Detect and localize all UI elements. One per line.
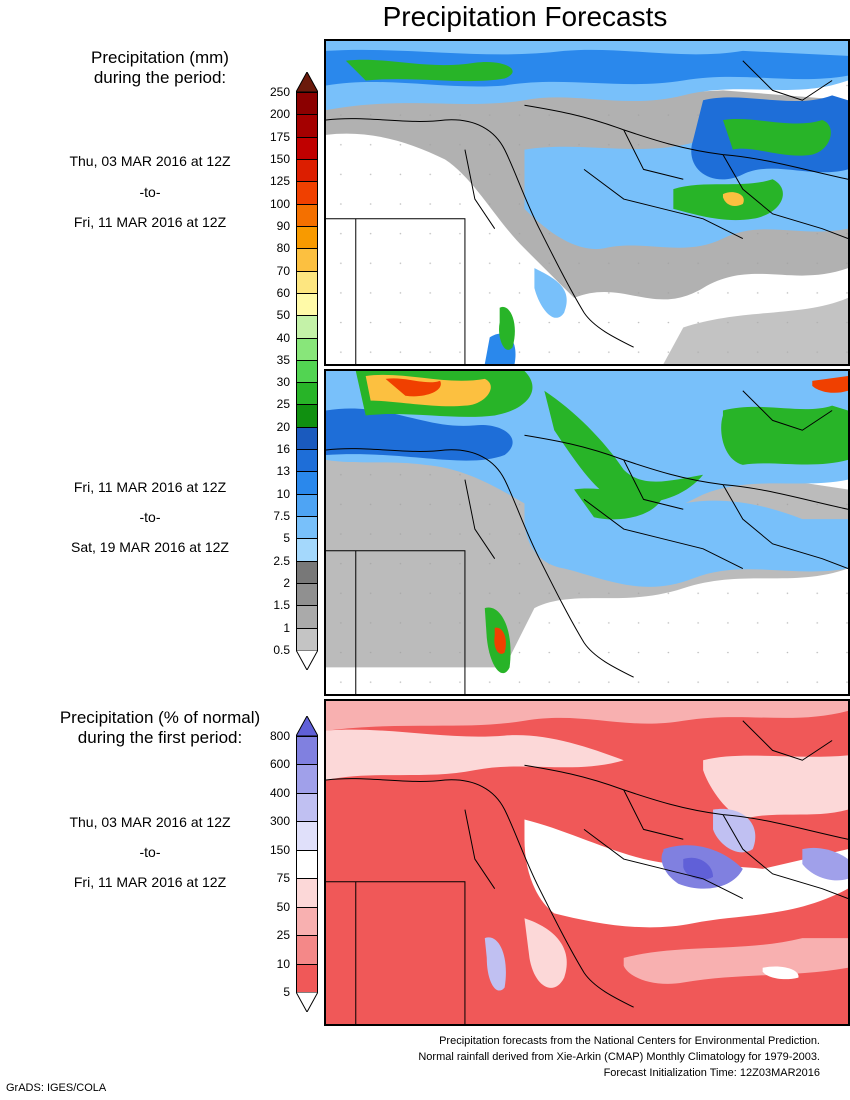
period1-start: Thu, 03 MAR 2016 at 12Z [69,153,231,169]
amount-colorbar-tick-label: 0.5 [273,643,290,657]
amount-colorbar-swatch [296,92,318,116]
amount-colorbar-swatch [296,583,318,607]
amount-heading-line2: during the period: [93,68,227,87]
credit: GrADS: IGES/COLA [6,1082,107,1094]
percent-colorbar-swatch [296,878,318,908]
percent-normal-map [324,699,850,1026]
percent-colorbar-swatch [296,736,318,766]
amount-colorbar [296,72,318,670]
percent-colorbar-swatch [296,963,318,993]
amount-colorbar-tick-label: 50 [276,308,290,323]
amount-colorbar-bottom-arrow [296,650,318,670]
amount-colorbar-tick-label: 35 [276,352,290,367]
amount-colorbar-swatch [296,248,318,272]
percent-heading-line2: during the first period: [77,728,243,747]
amount-colorbar-tick-label: 2.5 [273,553,290,568]
percent-heading: Precipitation (% of normal) during the f… [30,708,290,748]
percent-colorbar-swatch [296,935,318,965]
precip-map-period2 [324,369,850,696]
percent-colorbar-swatch [296,764,318,794]
amount-colorbar-swatch [296,404,318,428]
amount-colorbar-swatch [296,493,318,518]
amount-colorbar-swatch [296,560,318,585]
period1-end: Fri, 11 MAR 2016 at 12Z [73,214,227,230]
amount-colorbar-tick-label: 200 [269,107,290,122]
amount-colorbar-swatch [296,270,318,294]
percent-colorbar-tick-label: 150 [269,842,290,857]
amount-colorbar-tick-label: 13 [276,464,290,479]
amount-colorbar-tick-label: 1 [283,620,290,635]
percent-colorbar-tick-label: 800 [269,729,290,743]
period3-sep: -to- [139,844,161,860]
amount-colorbar-tick-label: 1.5 [273,598,290,613]
amount-colorbar-tick-label: 7.5 [273,509,290,524]
amount-colorbar-tick-label: 250 [269,85,290,99]
percent-colorbar-tick-label: 50 [276,899,290,914]
percent-colorbar-tick-label: 5 [283,985,290,999]
amount-colorbar-tick-label: 40 [276,330,290,345]
amount-colorbar-swatch [296,605,318,629]
amount-colorbar-swatch [296,337,318,361]
amount-colorbar-swatch [296,158,318,183]
amount-colorbar-swatch [296,136,318,160]
percent-colorbar-tick-label: 10 [276,956,290,971]
footer-line2: Normal rainfall derived from Xie-Arkin (… [418,1051,820,1063]
percent-colorbar-tick-label: 600 [269,757,290,772]
amount-colorbar-tick-label: 100 [269,196,290,211]
amount-colorbar-swatch [296,181,318,205]
amount-colorbar-swatch [296,114,318,138]
amount-colorbar-tick-label: 60 [276,285,290,300]
amount-colorbar-swatch [296,225,318,250]
amount-colorbar-top-arrow [296,72,318,92]
amount-colorbar-tick-label: 90 [276,218,290,233]
amount-colorbar-tick-label: 10 [276,486,290,501]
percent-colorbar-bottom-arrow [296,992,318,1012]
amount-heading-line1: Precipitation (mm) [91,48,229,67]
period2-sep: -to- [139,509,161,525]
percent-colorbar-swatch [296,906,318,937]
amount-colorbar-tick-label: 20 [276,419,290,434]
page-title: Precipitation Forecasts [382,1,668,32]
amount-colorbar-swatch [296,471,318,495]
amount-colorbar-swatch [296,382,318,406]
percent-colorbar-tick-label: 25 [276,928,290,943]
period2-start: Fri, 11 MAR 2016 at 12Z [73,479,227,495]
percent-colorbar-tick-label: 75 [276,871,290,886]
footer-line1: Precipitation forecasts from the Nationa… [439,1035,820,1047]
amount-colorbar-swatch [296,359,318,384]
amount-colorbar-tick-label: 175 [269,129,290,144]
percent-colorbar-swatch [296,849,318,880]
amount-colorbar-swatch [296,426,318,451]
percent-colorbar [296,716,318,1012]
amount-colorbar-tick-label: 80 [276,241,290,256]
period2-end: Sat, 19 MAR 2016 at 12Z [71,539,229,555]
amount-colorbar-tick-label: 5 [283,531,290,546]
percent-colorbar-tick-label: 400 [269,785,290,800]
amount-colorbar-swatch [296,203,318,227]
amount-colorbar-tick-label: 25 [276,397,290,412]
amount-colorbar-tick-label: 70 [276,263,290,278]
amount-colorbar-swatch [296,627,318,651]
amount-colorbar-tick-label: 150 [269,151,290,166]
amount-colorbar-tick-label: 16 [276,442,290,457]
amount-colorbar-tick-label: 2 [283,576,290,591]
amount-colorbar-swatch [296,538,318,562]
amount-colorbar-tick-label: 125 [269,174,290,189]
footer-line3: Forecast Initialization Time: 12Z03MAR20… [603,1067,820,1079]
percent-colorbar-swatch [296,792,318,823]
percent-colorbar-swatch [296,821,318,851]
precip-map-period1 [324,39,850,366]
amount-colorbar-swatch [296,292,318,317]
amount-heading: Precipitation (mm) during the period: [40,48,280,88]
amount-colorbar-swatch [296,315,318,339]
period1-sep: -to- [139,184,161,200]
period3-end: Fri, 11 MAR 2016 at 12Z [73,874,227,890]
percent-colorbar-tick-label: 300 [269,814,290,829]
period3-start: Thu, 03 MAR 2016 at 12Z [69,814,231,830]
amount-colorbar-tick-label: 30 [276,375,290,390]
amount-colorbar-swatch [296,516,318,540]
amount-colorbar-swatch [296,449,318,473]
percent-colorbar-top-arrow [296,716,318,736]
percent-heading-line1: Precipitation (% of normal) [59,708,261,727]
